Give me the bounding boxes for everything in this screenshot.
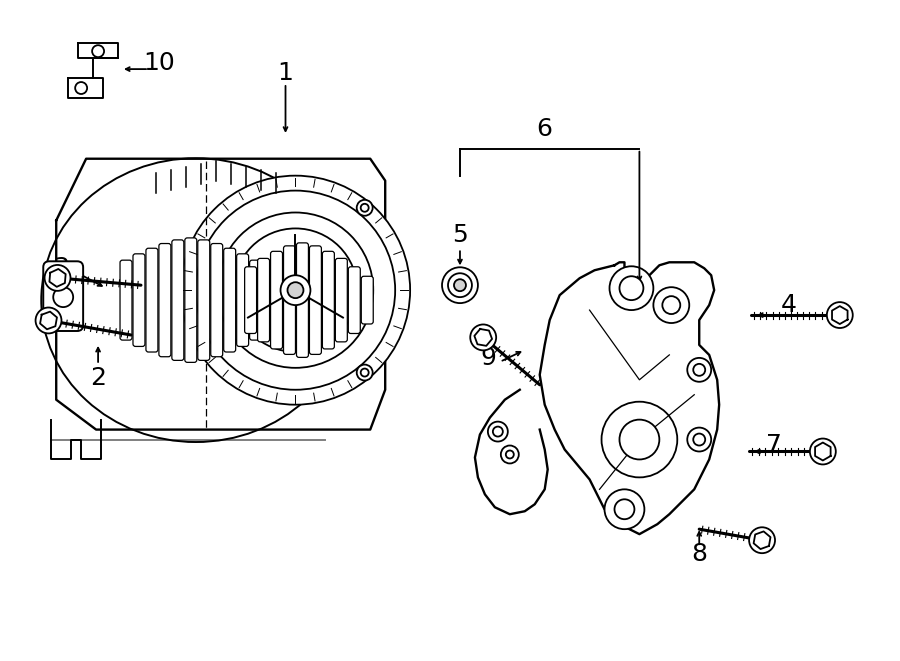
Circle shape xyxy=(281,275,310,305)
Circle shape xyxy=(442,267,478,303)
Circle shape xyxy=(356,200,373,215)
Circle shape xyxy=(601,402,678,477)
Circle shape xyxy=(810,438,836,465)
Circle shape xyxy=(36,307,61,333)
Circle shape xyxy=(506,451,514,459)
Circle shape xyxy=(181,176,410,405)
Circle shape xyxy=(448,273,472,297)
Circle shape xyxy=(653,287,689,323)
Circle shape xyxy=(356,365,373,381)
FancyBboxPatch shape xyxy=(224,249,236,352)
Polygon shape xyxy=(753,531,770,549)
FancyBboxPatch shape xyxy=(172,240,184,360)
FancyBboxPatch shape xyxy=(310,246,321,354)
Circle shape xyxy=(488,422,508,442)
FancyBboxPatch shape xyxy=(361,276,374,324)
FancyBboxPatch shape xyxy=(249,260,262,340)
Circle shape xyxy=(688,358,711,382)
Circle shape xyxy=(662,296,680,314)
FancyBboxPatch shape xyxy=(159,243,171,357)
Circle shape xyxy=(693,434,706,446)
Circle shape xyxy=(749,527,775,553)
Circle shape xyxy=(827,302,853,328)
Circle shape xyxy=(493,426,503,436)
Polygon shape xyxy=(50,269,66,287)
Circle shape xyxy=(234,229,357,352)
Circle shape xyxy=(361,204,369,212)
Circle shape xyxy=(693,364,706,376)
Circle shape xyxy=(688,428,711,451)
Circle shape xyxy=(471,325,496,350)
Circle shape xyxy=(454,279,466,291)
FancyBboxPatch shape xyxy=(245,267,256,334)
Circle shape xyxy=(500,446,518,463)
FancyBboxPatch shape xyxy=(198,240,210,360)
Circle shape xyxy=(45,265,70,291)
FancyBboxPatch shape xyxy=(43,261,83,331)
Circle shape xyxy=(361,369,369,377)
Text: 3: 3 xyxy=(53,256,69,280)
FancyBboxPatch shape xyxy=(284,246,295,354)
Text: 1: 1 xyxy=(277,61,293,85)
Text: 2: 2 xyxy=(90,366,106,390)
Text: 9: 9 xyxy=(480,346,496,370)
FancyBboxPatch shape xyxy=(184,238,197,362)
FancyBboxPatch shape xyxy=(237,254,248,346)
Circle shape xyxy=(619,420,660,459)
FancyBboxPatch shape xyxy=(120,260,132,340)
Text: 5: 5 xyxy=(452,223,468,247)
Circle shape xyxy=(53,287,73,307)
Polygon shape xyxy=(815,442,831,461)
FancyBboxPatch shape xyxy=(322,251,335,349)
Text: 7: 7 xyxy=(766,432,782,457)
Circle shape xyxy=(605,489,644,529)
Circle shape xyxy=(619,276,644,300)
Text: 4: 4 xyxy=(781,293,797,317)
FancyBboxPatch shape xyxy=(211,243,222,357)
Circle shape xyxy=(609,266,653,310)
FancyBboxPatch shape xyxy=(257,258,270,342)
FancyBboxPatch shape xyxy=(348,267,360,334)
FancyBboxPatch shape xyxy=(146,249,158,352)
Text: 8: 8 xyxy=(691,542,707,566)
Circle shape xyxy=(196,190,395,390)
FancyBboxPatch shape xyxy=(336,258,347,342)
Circle shape xyxy=(76,82,87,94)
FancyBboxPatch shape xyxy=(133,254,145,346)
Ellipse shape xyxy=(41,158,350,442)
FancyBboxPatch shape xyxy=(271,251,283,349)
Circle shape xyxy=(218,212,374,368)
Polygon shape xyxy=(832,306,848,324)
FancyBboxPatch shape xyxy=(296,243,309,358)
Text: 6: 6 xyxy=(536,117,553,141)
Circle shape xyxy=(287,282,303,298)
Polygon shape xyxy=(40,311,57,329)
Circle shape xyxy=(615,499,634,519)
Polygon shape xyxy=(474,329,492,346)
Circle shape xyxy=(92,45,104,57)
Text: 10: 10 xyxy=(143,51,175,75)
